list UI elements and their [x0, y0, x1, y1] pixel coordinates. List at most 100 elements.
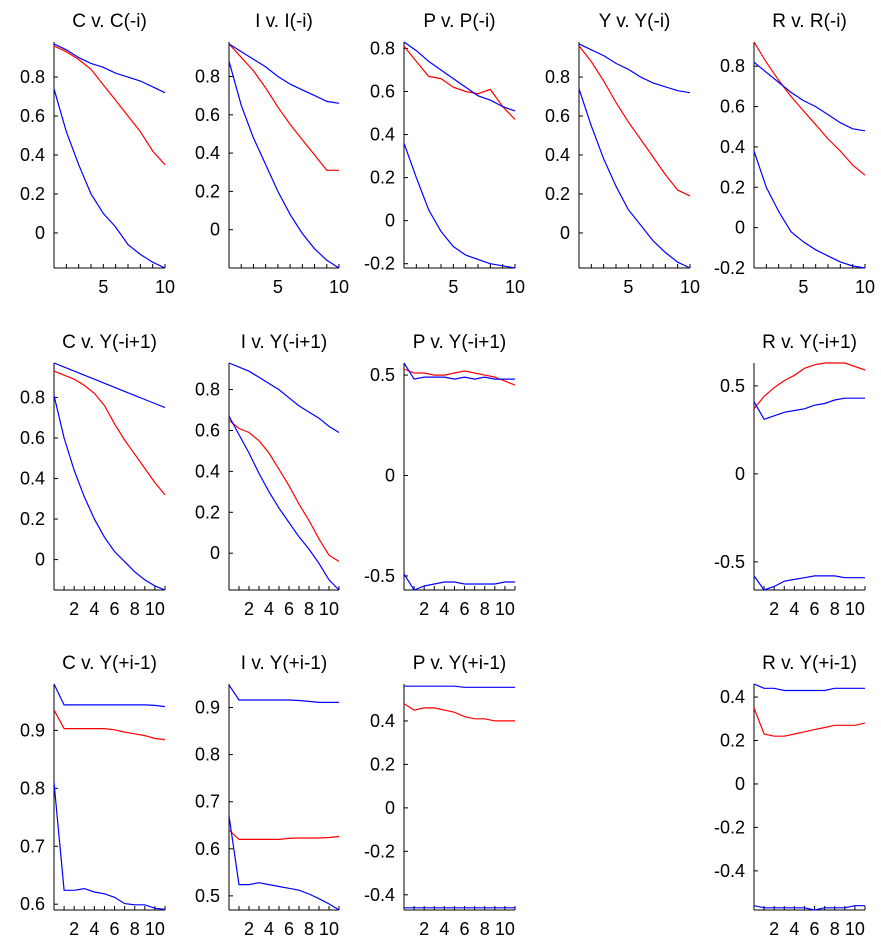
y-tick-label: 0.4 — [195, 143, 220, 163]
x-tick-label: 5 — [448, 277, 458, 297]
y-tick-label: 0.2 — [370, 168, 395, 188]
y-tick-label: 0.6 — [20, 428, 45, 448]
y-tick-label: -0.5 — [364, 566, 395, 586]
y-tick-label: 0 — [35, 550, 45, 570]
series-line — [228, 829, 340, 841]
x-tick-label: 8 — [480, 599, 490, 619]
x-tick-label: 6 — [284, 599, 294, 619]
subplot: P v. Y(+i-1) -0.4 -0.2 0 0.2 0.4 2 4 6 8 10 — [364, 653, 516, 939]
y-tick-label: 0 — [385, 211, 395, 231]
y-tick-label: 0.4 — [720, 137, 745, 157]
x-tick-label: 6 — [284, 919, 294, 939]
y-tick-label: 0.6 — [20, 106, 45, 126]
series-line — [753, 150, 866, 269]
y-tick-label: -0.4 — [714, 861, 745, 881]
y-tick-label: 0.2 — [195, 181, 220, 201]
y-tick-label: 0.8 — [545, 67, 570, 87]
y-tick-label: 0 — [385, 465, 395, 485]
subplot: R v. Y(+i-1) -0.4 -0.2 0 0.2 0.4 2 4 6 8 10 — [714, 653, 866, 939]
x-tick-label: 10 — [845, 599, 865, 619]
subplot: I v. Y(+i-1) 0.5 0.6 0.7 0.8 0.9 2 4 6 8 10 — [195, 653, 340, 939]
x-tick-label: 10 — [155, 277, 175, 297]
y-tick-label: 0.4 — [20, 469, 45, 489]
x-tick-label: 8 — [830, 919, 840, 939]
x-tick-label: 5 — [623, 277, 633, 297]
x-tick-label: 6 — [110, 599, 120, 619]
x-tick-label: 4 — [789, 919, 799, 939]
y-tick-label: 0.8 — [195, 66, 220, 86]
subplot: R v. R(-i) -0.2 0 0.2 0.4 0.6 0.8 5 10 — [714, 11, 875, 297]
y-tick-label: 0 — [735, 464, 745, 484]
x-tick-label: 10 — [495, 919, 515, 939]
y-tick-label: 0.5 — [720, 376, 745, 396]
series-line — [403, 45, 516, 120]
subplot-title: P v. Y(+i-1) — [413, 653, 506, 674]
y-tick-label: 0.7 — [20, 836, 45, 856]
series-line — [753, 61, 866, 132]
x-tick-label: 10 — [319, 599, 339, 619]
y-tick-label: 0.2 — [195, 502, 220, 522]
series-line — [753, 575, 865, 591]
y-tick-label: 0.8 — [20, 778, 45, 798]
series-line — [53, 683, 166, 708]
y-tick-label: 0.6 — [195, 105, 220, 125]
x-tick-label: 2 — [244, 599, 254, 619]
x-tick-label: 6 — [460, 919, 470, 939]
y-tick-label: 0.9 — [195, 698, 220, 718]
series-line — [228, 43, 339, 171]
x-tick-label: 4 — [439, 919, 449, 939]
y-tick-label: 0.6 — [195, 420, 220, 440]
x-tick-label: 8 — [480, 919, 490, 939]
x-tick-label: 4 — [264, 599, 274, 619]
series-line — [228, 362, 340, 434]
y-tick-label: 0.6 — [720, 97, 745, 117]
y-tick-label: 0.4 — [195, 461, 220, 481]
x-tick-label: 10 — [680, 277, 700, 297]
y-tick-label: 0.4 — [545, 145, 570, 165]
x-tick-label: 10 — [145, 599, 165, 619]
subplot-title: I v. I(-i) — [255, 11, 313, 32]
subplot-title: Y v. Y(-i) — [599, 11, 671, 32]
subplot-title: R v. R(-i) — [772, 11, 847, 32]
y-tick-label: 0.8 — [195, 745, 220, 765]
series-line — [578, 45, 691, 197]
subplot: I v. Y(-i+1) 0 0.2 0.4 0.6 0.8 2 4 6 8 10 — [195, 332, 340, 619]
y-tick-label: 0.6 — [20, 894, 45, 914]
subplot: I v. I(-i) 0 0.2 0.4 0.6 0.8 5 10 — [195, 11, 349, 297]
x-tick-label: 8 — [304, 599, 314, 619]
y-tick-label: 0 — [210, 543, 220, 563]
y-tick-label: 0 — [385, 798, 395, 818]
subplot: C v. Y(-i+1) 0 0.2 0.4 0.6 0.8 2 4 6 8 10 — [20, 332, 166, 619]
series-line — [753, 41, 866, 176]
subplot: C v. C(-i) 0 0.2 0.4 0.6 0.8 5 10 — [20, 11, 175, 297]
x-tick-label: 10 — [329, 277, 349, 297]
y-tick-label: 0 — [35, 223, 45, 243]
subplot: R v. Y(-i+1) -0.5 0 0.5 2 4 6 8 10 — [714, 332, 866, 619]
series-line — [753, 905, 865, 911]
x-tick-label: 10 — [845, 919, 865, 939]
y-tick-label: -0.2 — [714, 817, 745, 837]
x-tick-label: 5 — [798, 277, 808, 297]
x-tick-label: 2 — [769, 599, 779, 619]
y-tick-label: 0.2 — [545, 184, 570, 204]
subplot-title: I v. Y(-i+1) — [241, 332, 327, 353]
series-line — [53, 395, 166, 591]
y-tick-label: 0.5 — [370, 365, 395, 385]
subplot-title: R v. Y(+i-1) — [762, 653, 857, 674]
subplot: C v. Y(+i-1) 0.6 0.7 0.8 0.9 2 4 6 8 10 — [20, 653, 166, 939]
y-tick-label: 0 — [735, 774, 745, 794]
y-tick-label: 0.4 — [370, 711, 395, 731]
x-tick-label: 4 — [264, 919, 274, 939]
series-line — [228, 43, 340, 104]
series-line — [404, 685, 515, 688]
y-tick-label: 0.5 — [195, 886, 220, 906]
y-tick-label: 0.2 — [720, 731, 745, 751]
series-line — [228, 419, 340, 562]
series-line — [53, 709, 166, 741]
subplot-title: I v. Y(+i-1) — [241, 653, 327, 674]
subplot-title: P v. P(-i) — [423, 11, 495, 32]
y-tick-label: 0.8 — [720, 56, 745, 76]
x-tick-label: 2 — [419, 599, 429, 619]
series-line — [753, 683, 865, 692]
y-tick-label: 0.2 — [20, 509, 45, 529]
